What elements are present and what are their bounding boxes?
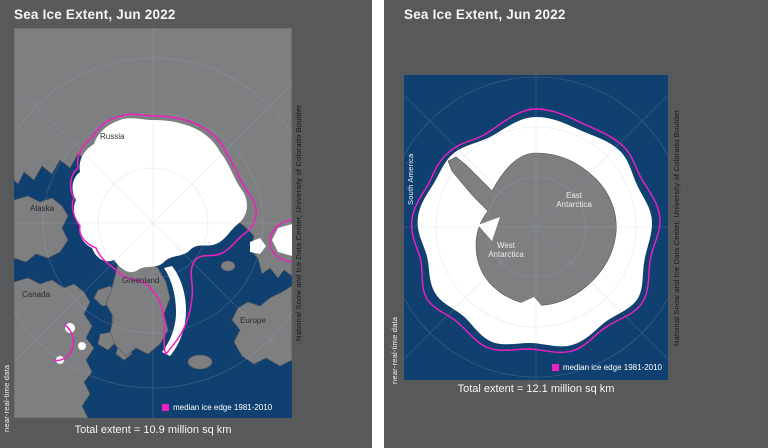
coastal-ice (189, 165, 199, 175)
arctic-near-real-time-label: near-real-time data (2, 364, 11, 432)
east-greenland-ice (162, 266, 186, 356)
arctic-graticule (14, 28, 292, 418)
coastal-ice (65, 323, 75, 333)
iceland-landmass (187, 354, 213, 370)
ice-shelf-bite (478, 217, 500, 241)
label-south-america: South America (406, 153, 415, 205)
label-europe: Europe (240, 316, 266, 325)
kara-ice (250, 238, 266, 254)
median-ice-edge-line (269, 219, 292, 263)
label-canada: Canada (22, 290, 51, 299)
antarctic-panel: Sea Ice Extent, Jun 2022 (384, 0, 768, 448)
arctic-sea-ice (72, 118, 247, 273)
coastal-ice (127, 145, 137, 155)
arctic-map: Russia Alaska Canada Greenland Europe me… (14, 28, 292, 418)
median-edge-swatch (551, 364, 559, 371)
arctic-legend-label: median ice edge 1981-2010 (173, 403, 273, 412)
antarctic-total-extent-caption: Total extent = 12.1 million sq km (457, 383, 615, 395)
median-ice-edge-line (53, 323, 75, 362)
coastal-ice (219, 205, 229, 215)
antarctica-landmass (447, 152, 617, 306)
antarctic-title: Sea Ice Extent, Jun 2022 (404, 7, 566, 22)
kara-ice (272, 224, 292, 256)
greenland-landmass (105, 255, 171, 357)
label-west-antarctica: West Antarctica (488, 241, 524, 260)
label-alaska: Alaska (30, 204, 55, 213)
coastal-ice (78, 342, 86, 350)
arctic-title: Sea Ice Extent, Jun 2022 (14, 7, 176, 22)
antarctic-map: East Antarctica West Antarctica South Am… (404, 75, 668, 380)
antarctic-map-svg (404, 75, 668, 380)
label-russia: Russia (100, 132, 125, 141)
antarctic-legend-label: median ice edge 1981-2010 (562, 363, 662, 372)
svalbard-landmass (220, 260, 236, 272)
label-east-antarctica: East Antarctica (556, 191, 592, 210)
label-greenland: Greenland (122, 276, 160, 285)
europe-landmass (231, 285, 292, 367)
antarctic-graticule (404, 75, 668, 380)
arctic-legend: median ice edge 1981-2010 (162, 403, 272, 412)
antarctic-near-real-time-label: near-real-time data (390, 316, 399, 384)
antarctic-credit-label: National Snow and Ice Data Center, Unive… (672, 109, 681, 346)
alaska-landmass (14, 195, 69, 263)
median-edge-swatch (162, 404, 169, 411)
median-ice-edge-line (410, 108, 661, 354)
arctic-map-svg (14, 28, 292, 418)
median-ice-edge-line (69, 113, 257, 356)
antarctic-legend: median ice edge 1981-2010 (551, 363, 662, 372)
coastal-ice (104, 152, 112, 160)
arctic-credit-label: National Snow and Ice Data Center, Unive… (294, 104, 303, 342)
arctic-panel: Sea Ice Extent, Jun 2022 (0, 0, 372, 448)
canada-landmass (14, 277, 95, 418)
ice-shelf-bite (512, 297, 546, 317)
arctic-total-extent-caption: Total extent = 10.9 million sq km (74, 424, 232, 436)
